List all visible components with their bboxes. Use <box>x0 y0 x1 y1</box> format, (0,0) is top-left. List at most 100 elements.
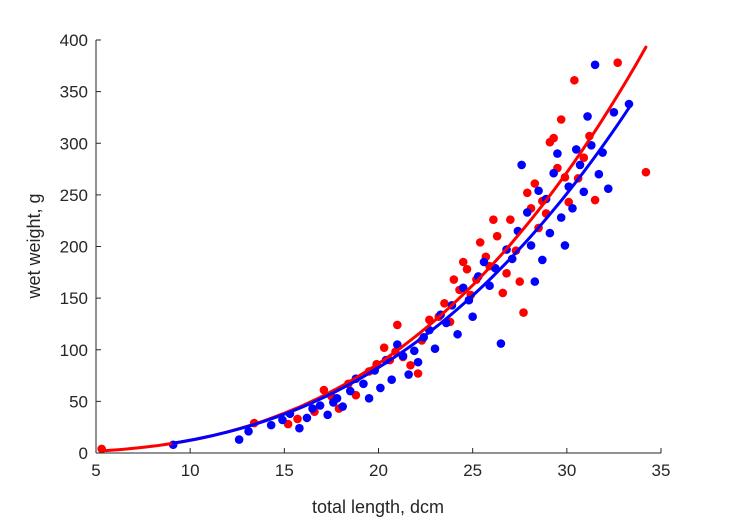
data-point <box>319 385 329 395</box>
data-point <box>489 215 498 224</box>
y-tick-label: 350 <box>60 83 88 102</box>
data-point <box>575 160 585 170</box>
data-point <box>502 269 511 278</box>
data-point <box>359 379 368 389</box>
x-tick-label: 25 <box>463 461 482 480</box>
data-point <box>522 208 532 217</box>
data-point <box>522 188 532 198</box>
data-point <box>413 369 423 378</box>
data-point <box>534 186 543 196</box>
data-point <box>266 420 276 430</box>
y-tick-label: 250 <box>60 186 88 205</box>
data-point <box>458 283 468 293</box>
fit-curve-1 <box>171 106 631 445</box>
data-point <box>440 298 449 308</box>
x-tick-label: 20 <box>369 461 388 480</box>
x-tick-label: 30 <box>557 461 576 480</box>
data-point <box>393 320 402 330</box>
data-point <box>430 344 440 354</box>
data-point <box>379 343 389 352</box>
data-point <box>590 60 600 70</box>
data-point <box>458 257 468 267</box>
data-point <box>515 277 525 286</box>
data-point <box>519 308 528 317</box>
y-tick-label: 0 <box>79 444 88 463</box>
data-point <box>475 238 485 247</box>
data-point <box>579 153 589 163</box>
series-0 <box>97 58 651 454</box>
data-point <box>338 402 348 411</box>
data-point <box>594 169 604 179</box>
data-point <box>583 112 592 121</box>
data-point <box>549 133 558 143</box>
data-point <box>404 370 413 379</box>
data-point <box>641 167 651 177</box>
data-point <box>244 427 253 436</box>
data-point <box>468 312 477 322</box>
data-point <box>538 255 547 265</box>
data-point <box>609 107 619 117</box>
data-point <box>556 115 566 124</box>
x-tick-label: 35 <box>652 461 671 480</box>
data-point <box>579 187 589 197</box>
y-tick-label: 100 <box>60 341 88 360</box>
data-point <box>564 197 574 207</box>
data-point <box>624 99 634 109</box>
y-tick-label: 400 <box>60 31 88 50</box>
data-point <box>492 231 502 241</box>
data-point <box>376 383 385 393</box>
y-tick-label: 150 <box>60 289 88 308</box>
data-point <box>479 257 489 267</box>
data-point <box>496 339 506 348</box>
x-tick-label: 10 <box>181 461 200 480</box>
y-tick-label: 200 <box>60 238 88 257</box>
data-point <box>553 149 562 158</box>
series-1 <box>168 60 634 450</box>
y-ticks: 0 50 100 150 200 250 300 350 400 <box>60 31 101 463</box>
data-point <box>234 435 244 444</box>
x-tick-label: 15 <box>275 461 294 480</box>
data-point <box>517 160 526 170</box>
data-point <box>506 215 515 224</box>
x-axis-title: total length, dcm <box>312 497 444 517</box>
data-point <box>556 213 566 222</box>
data-point <box>406 360 415 370</box>
data-point <box>530 179 540 188</box>
data-point <box>308 404 317 413</box>
data-point <box>295 423 304 433</box>
data-point <box>549 168 558 178</box>
data-point <box>409 346 419 356</box>
plot-area <box>97 45 651 454</box>
data-point <box>545 228 555 238</box>
data-point <box>302 413 312 423</box>
data-point <box>413 357 423 367</box>
data-point <box>345 386 355 396</box>
data-point <box>560 241 570 250</box>
data-point <box>453 329 462 339</box>
data-point <box>278 415 287 425</box>
data-point <box>571 145 581 154</box>
data-point <box>293 414 302 424</box>
data-point <box>530 277 540 286</box>
data-point <box>449 275 459 284</box>
y-tick-label: 300 <box>60 134 88 153</box>
data-point <box>568 203 577 213</box>
data-point <box>526 241 536 250</box>
data-point <box>387 375 396 384</box>
data-point <box>587 141 596 150</box>
data-point <box>393 340 402 349</box>
data-point <box>613 58 622 68</box>
data-point <box>498 288 508 298</box>
x-ticks: 5 10 15 20 25 30 35 <box>91 448 670 480</box>
data-point <box>332 393 342 403</box>
data-point <box>590 195 600 205</box>
data-point <box>462 264 472 274</box>
data-point <box>570 75 579 85</box>
data-point <box>603 184 613 193</box>
y-tick-label: 50 <box>69 392 88 411</box>
y-axis-title: wet weight, g <box>24 193 44 299</box>
data-point <box>364 393 374 403</box>
data-point <box>315 401 325 410</box>
data-point <box>323 410 332 420</box>
